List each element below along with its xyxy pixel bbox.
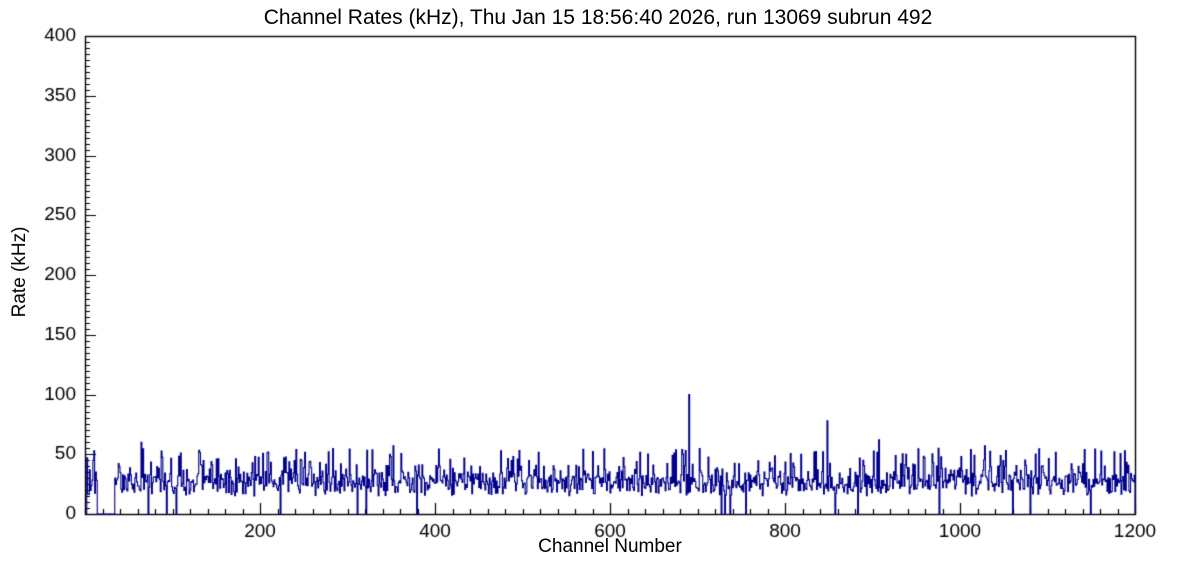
- y-axis-title: Rate (kHz): [9, 226, 30, 318]
- chart-title: Channel Rates (kHz), Thu Jan 15 18:56:40…: [263, 6, 933, 29]
- x-axis-title: Channel Number: [538, 536, 682, 557]
